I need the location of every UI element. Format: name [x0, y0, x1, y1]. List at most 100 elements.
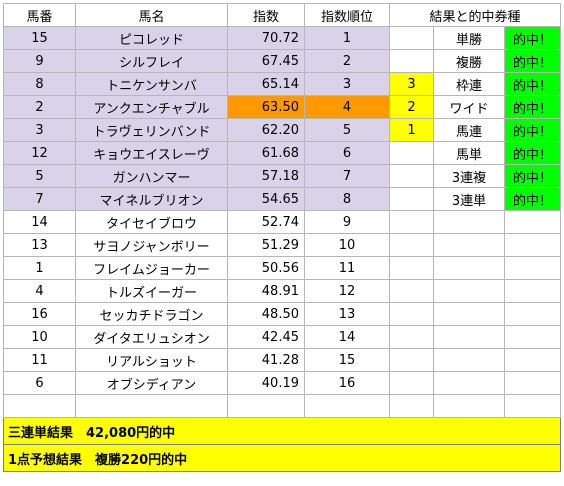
result-count-cell: 2 — [389, 95, 434, 119]
score-cell — [227, 394, 305, 418]
bet-type-cell — [433, 302, 505, 326]
horse-name-cell: キョウエイスレーヴ — [75, 141, 228, 165]
single-pick-result: 1点予想結果 複勝220円的中 — [3, 444, 561, 472]
hit-mark-cell — [504, 348, 561, 372]
hit-mark-cell — [504, 256, 561, 280]
table-row: 7 マイネルブリオン 54.65 8 3連単 的中！ — [3, 187, 561, 211]
score-rank-cell: 7 — [304, 164, 390, 188]
horse-name-cell: マイネルブリオン — [75, 187, 228, 211]
score-cell: 48.91 — [227, 279, 305, 303]
score-rank-cell: 13 — [304, 302, 390, 326]
bet-type-cell — [433, 348, 505, 372]
horse-name-cell: アンクエンチャブル — [75, 95, 228, 119]
horse-number-cell: 14 — [3, 210, 76, 234]
result-count-cell — [389, 210, 434, 234]
hit-mark-cell: 的中！ — [504, 164, 561, 188]
result-count-cell — [389, 279, 434, 303]
horse-number-cell: 16 — [3, 302, 76, 326]
result-count-cell — [389, 325, 434, 349]
bet-type-cell — [433, 325, 505, 349]
header-score: 指数 — [227, 3, 305, 27]
horse-number-cell: 12 — [3, 141, 76, 165]
bet-type-cell: 馬単 — [433, 141, 505, 165]
hit-mark-cell — [504, 325, 561, 349]
horse-number-cell — [3, 394, 76, 418]
score-cell: 65.14 — [227, 72, 305, 96]
horse-name-cell — [75, 394, 228, 418]
horse-number-cell: 10 — [3, 325, 76, 349]
table-row — [3, 394, 561, 418]
horse-number-cell: 13 — [3, 233, 76, 257]
score-cell: 51.29 — [227, 233, 305, 257]
result-count-cell: 1 — [389, 118, 434, 142]
horse-number-cell: 3 — [3, 118, 76, 142]
bet-type-cell: 複勝 — [433, 49, 505, 73]
trifecta-result: 三連単結果 42,080円的中 — [3, 417, 561, 445]
score-cell: 54.65 — [227, 187, 305, 211]
score-rank-cell: 1 — [304, 26, 390, 50]
horse-name-cell: サヨノジャンボリー — [75, 233, 228, 257]
bet-type-cell: 枠連 — [433, 72, 505, 96]
horse-name-cell: シルフレイ — [75, 49, 228, 73]
score-cell: 63.50 — [227, 95, 305, 119]
hit-mark-cell: 的中！ — [504, 72, 561, 96]
result-count-cell — [389, 233, 434, 257]
horse-number-cell: 15 — [3, 26, 76, 50]
score-rank-cell: 2 — [304, 49, 390, 73]
result-count-cell — [389, 49, 434, 73]
header-score-rank: 指数順位 — [304, 3, 390, 27]
horse-number-cell: 8 — [3, 72, 76, 96]
score-rank-cell: 10 — [304, 233, 390, 257]
score-rank-cell: 12 — [304, 279, 390, 303]
footer-row-2: 1点予想結果 複勝220円的中 — [3, 444, 561, 472]
result-count-cell — [389, 256, 434, 280]
hit-mark-cell: 的中！ — [504, 187, 561, 211]
hit-mark-cell — [504, 394, 561, 418]
score-cell: 67.45 — [227, 49, 305, 73]
horse-name-cell: オブシディアン — [75, 371, 228, 395]
result-count-cell — [389, 141, 434, 165]
bet-type-cell — [433, 371, 505, 395]
horse-number-cell: 5 — [3, 164, 76, 188]
score-rank-cell — [304, 394, 390, 418]
score-rank-cell: 11 — [304, 256, 390, 280]
result-count-cell: 3 — [389, 72, 434, 96]
header-horse-name: 馬名 — [75, 3, 228, 27]
horse-name-cell: ピコレッド — [75, 26, 228, 50]
score-cell: 41.28 — [227, 348, 305, 372]
result-count-cell — [389, 26, 434, 50]
score-cell: 42.45 — [227, 325, 305, 349]
table-row: 6 オブシディアン 40.19 16 — [3, 371, 561, 395]
horse-name-cell: フレイムジョーカー — [75, 256, 228, 280]
hit-mark-cell: 的中！ — [504, 141, 561, 165]
horse-number-cell: 6 — [3, 371, 76, 395]
table-row: 13 サヨノジャンボリー 51.29 10 — [3, 233, 561, 257]
hit-mark-cell — [504, 302, 561, 326]
score-cell: 52.74 — [227, 210, 305, 234]
score-cell: 57.18 — [227, 164, 305, 188]
score-cell: 61.68 — [227, 141, 305, 165]
bet-type-cell — [433, 233, 505, 257]
result-count-cell — [389, 371, 434, 395]
results-table: 馬番 馬名 指数 指数順位 結果と的中券種 15 ピコレッド 70.72 1 単勝 的中！… — [3, 3, 561, 472]
hit-mark-cell: 的中！ — [504, 49, 561, 73]
table-row: 8 トニケンサンバ 65.14 3 3 枠連 的中！ — [3, 72, 561, 96]
header-result: 結果と的中券種 — [389, 3, 561, 27]
table-row: 12 キョウエイスレーヴ 61.68 6 馬単 的中！ — [3, 141, 561, 165]
table-row: 14 タイセイブロウ 52.74 9 — [3, 210, 561, 234]
hit-mark-cell — [504, 279, 561, 303]
horse-name-cell: トルズイーガー — [75, 279, 228, 303]
table-row: 5 ガンハンマー 57.18 7 3連複 的中！ — [3, 164, 561, 188]
score-rank-cell: 16 — [304, 371, 390, 395]
horse-name-cell: ガンハンマー — [75, 164, 228, 188]
header-horse-number: 馬番 — [3, 3, 76, 27]
horse-number-cell: 9 — [3, 49, 76, 73]
horse-name-cell: トラヴェリンバンド — [75, 118, 228, 142]
table-row: 10 ダイタエリュシオン 42.45 14 — [3, 325, 561, 349]
bet-type-cell: 3連複 — [433, 164, 505, 188]
hit-mark-cell — [504, 233, 561, 257]
table-row: 4 トルズイーガー 48.91 12 — [3, 279, 561, 303]
table-row: 3 トラヴェリンバンド 62.20 5 1 馬連 的中！ — [3, 118, 561, 142]
bet-type-cell: 3連単 — [433, 187, 505, 211]
bet-type-cell: 単勝 — [433, 26, 505, 50]
